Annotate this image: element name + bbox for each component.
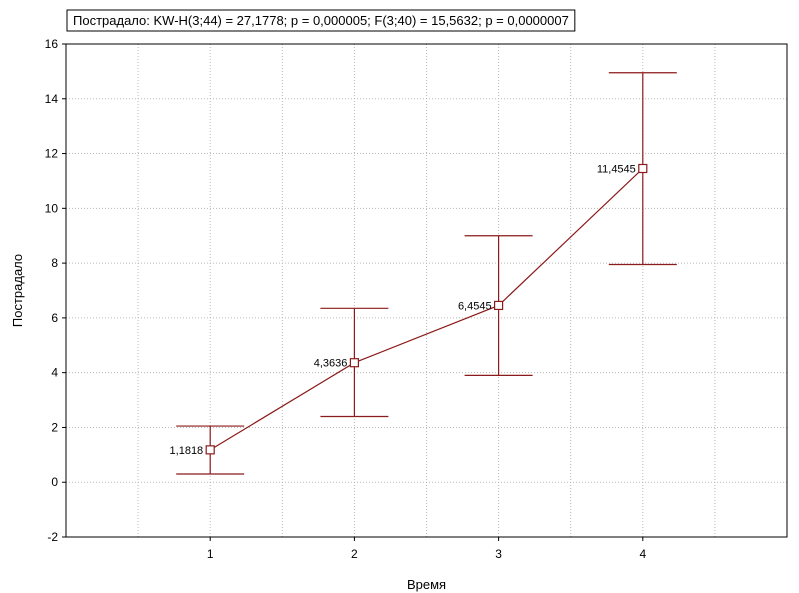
- data-label: 6,4545: [458, 300, 492, 312]
- y-tick-label: 14: [45, 92, 59, 106]
- y-tick-label: 0: [51, 475, 58, 489]
- data-label: 4,3636: [314, 358, 348, 370]
- y-tick-label: 16: [45, 37, 59, 51]
- x-tick-label: 4: [639, 547, 646, 561]
- y-tick-label: -2: [47, 530, 58, 544]
- y-tick-label: 8: [51, 256, 58, 270]
- y-tick-label: 10: [45, 201, 59, 215]
- x-axis-title: Время: [407, 577, 446, 592]
- x-tick-label: 2: [351, 547, 358, 561]
- data-point: [638, 163, 648, 174]
- x-tick-label: 1: [207, 547, 214, 561]
- title-box: [66, 9, 576, 32]
- data-point: [349, 358, 359, 368]
- data-label: 11,4545: [597, 163, 636, 175]
- series: 1,1818 4,3636 6,4545 11,4545: [170, 72, 677, 475]
- x-axis: 1 2 3 4: [207, 537, 646, 561]
- data-label: 1,1818: [170, 445, 204, 457]
- data-point: [205, 445, 215, 455]
- y-tick-label: 12: [45, 147, 59, 161]
- data-point: [494, 300, 504, 311]
- x-tick-label: 3: [495, 547, 502, 561]
- plot-area-frame: [65, 43, 788, 538]
- y-axis-title: Пострадало: [10, 254, 25, 327]
- y-tick-label: 2: [51, 420, 58, 434]
- grid-lines: [66, 44, 787, 537]
- y-tick-label: 4: [51, 366, 58, 380]
- chart-title: Пострадало: KW-H(3;44) = 27,1778; p = 0,…: [73, 13, 569, 28]
- series-line: [209, 168, 644, 451]
- y-axis: -2 0 2 4 6 8 10 12 14 16: [45, 37, 66, 544]
- y-tick-label: 6: [51, 311, 58, 325]
